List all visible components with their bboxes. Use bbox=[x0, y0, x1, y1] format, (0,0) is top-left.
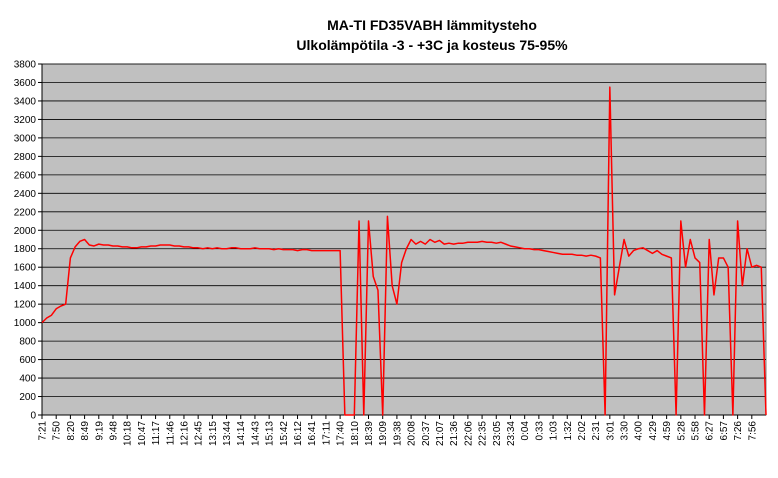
x-tick-label: 11:17 bbox=[151, 421, 162, 446]
x-tick-label: 18:10 bbox=[350, 421, 361, 446]
y-tick-label: 3200 bbox=[14, 115, 37, 126]
x-tick-label: 7:50 bbox=[52, 421, 63, 441]
x-tick-label: 4:29 bbox=[648, 421, 659, 441]
x-tick-label: 16:41 bbox=[307, 421, 318, 446]
x-tick-label: 15:42 bbox=[279, 421, 290, 446]
x-tick-label: 8:49 bbox=[80, 421, 91, 441]
y-tick-label: 1800 bbox=[14, 244, 37, 255]
x-tick-label: 12:16 bbox=[179, 421, 190, 446]
y-tick-label: 3400 bbox=[14, 96, 37, 107]
chart-title: MA-TI FD35VABH lämmitysteho bbox=[327, 17, 537, 33]
x-tick-label: 23:05 bbox=[492, 421, 503, 446]
x-tick-label: 21:07 bbox=[435, 421, 446, 446]
x-tick-label: 13:44 bbox=[222, 421, 233, 446]
x-tick-label: 9:48 bbox=[108, 421, 119, 441]
x-tick-label: 19:09 bbox=[378, 421, 389, 446]
y-tick-label: 2000 bbox=[14, 226, 37, 237]
x-tick-label: 22:06 bbox=[463, 421, 474, 446]
y-tick-label: 1000 bbox=[14, 318, 37, 329]
y-tick-label: 400 bbox=[19, 374, 36, 385]
y-tick-label: 200 bbox=[19, 392, 36, 403]
x-tick-label: 22:35 bbox=[478, 421, 489, 446]
x-tick-label: 9:19 bbox=[94, 421, 105, 441]
data-line bbox=[41, 86, 767, 416]
x-tick-label: 4:00 bbox=[634, 421, 645, 441]
x-tick-label: 3:30 bbox=[620, 421, 631, 441]
x-tick-label: 11:46 bbox=[165, 421, 176, 446]
y-tick-label: 3800 bbox=[14, 60, 37, 71]
x-tick-label: 6:57 bbox=[719, 421, 730, 441]
x-tick-label: 21:36 bbox=[449, 421, 460, 446]
x-tick-label: 7:21 bbox=[38, 421, 49, 441]
x-tick-label: 2:31 bbox=[591, 421, 602, 441]
y-tick-label: 3600 bbox=[14, 78, 37, 89]
y-tick-label: 2200 bbox=[14, 207, 37, 218]
x-tick-label: 1:32 bbox=[563, 421, 574, 441]
y-tick-label: 2800 bbox=[14, 152, 37, 163]
x-tick-label: 16:12 bbox=[293, 421, 304, 446]
y-tick-label: 1400 bbox=[14, 281, 37, 292]
x-tick-label: 19:38 bbox=[392, 421, 403, 446]
x-tick-label: 10:47 bbox=[137, 421, 148, 446]
x-tick-label: 7:56 bbox=[747, 421, 758, 441]
plot-area bbox=[41, 63, 767, 416]
y-tick-label: 2400 bbox=[14, 189, 37, 200]
x-tick-label: 17:40 bbox=[336, 421, 347, 446]
x-tick-label: 14:14 bbox=[236, 421, 247, 446]
x-tick-label: 23:34 bbox=[506, 421, 517, 446]
x-tick-label: 2:02 bbox=[577, 421, 588, 441]
chart-subtitle: Ulkolämpötila -3 - +3C ja kosteus 75-95% bbox=[296, 37, 568, 53]
x-tick-label: 7:26 bbox=[733, 421, 744, 441]
y-tick-label: 600 bbox=[19, 355, 36, 366]
x-tick-label: 10:18 bbox=[123, 421, 134, 446]
x-tick-label: 17:11 bbox=[321, 421, 332, 446]
x-tick-label: 18:39 bbox=[364, 421, 375, 446]
y-tick-label: 0 bbox=[30, 411, 36, 422]
y-tick-label: 800 bbox=[19, 337, 36, 348]
x-tick-label: 8:20 bbox=[66, 421, 77, 441]
x-tick-label: 12:45 bbox=[194, 421, 205, 446]
x-tick-label: 6:27 bbox=[705, 421, 716, 441]
x-tick-label: 3:01 bbox=[605, 421, 616, 441]
y-tick-label: 1200 bbox=[14, 300, 37, 311]
x-tick-label: 5:28 bbox=[676, 421, 687, 441]
x-tick-label: 13:15 bbox=[208, 421, 219, 446]
x-tick-label: 20:08 bbox=[407, 421, 418, 446]
x-tick-label: 5:58 bbox=[691, 421, 702, 441]
x-tick-label: 0:33 bbox=[534, 421, 545, 441]
x-tick-label: 20:37 bbox=[421, 421, 432, 446]
x-tick-label: 0:04 bbox=[520, 421, 531, 441]
x-tick-label: 4:59 bbox=[662, 421, 673, 441]
y-tick-label: 3000 bbox=[14, 133, 37, 144]
x-tick-label: 15:13 bbox=[265, 421, 276, 446]
x-tick-label: 1:03 bbox=[549, 421, 560, 441]
y-tick-label: 1600 bbox=[14, 263, 37, 274]
x-tick-label: 14:43 bbox=[250, 421, 261, 446]
y-tick-label: 2600 bbox=[14, 170, 37, 181]
